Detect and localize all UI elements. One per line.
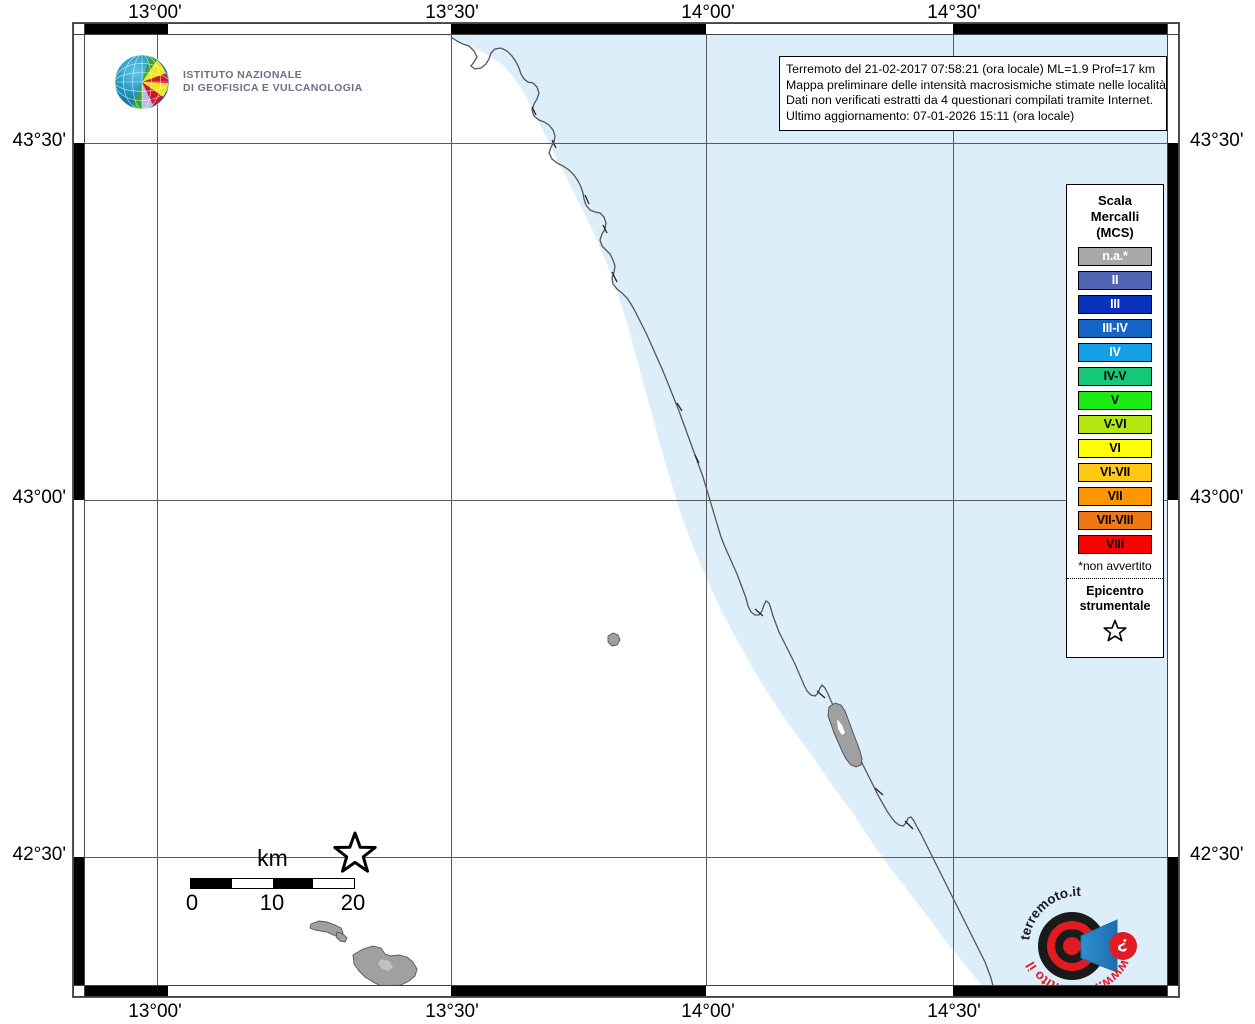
mcs-legend-title-line1: Scala: [1098, 193, 1132, 208]
map-border-tick: [85, 24, 168, 34]
haisentitoilterremoto-logo: ? terremoto.it www.haisentito il: [1013, 880, 1143, 987]
mcs-legend-swatch-vi: VI: [1078, 439, 1152, 458]
mcs-legend-swatch-viii: VIII: [1078, 535, 1152, 554]
gridline-horizontal-42-30: [85, 857, 1169, 858]
map-border-corner-tl: [73, 23, 85, 35]
scale-bar: km 0 10 20: [186, 845, 365, 916]
mcs-legend-title: Scala Mercalli (MCS): [1073, 193, 1157, 241]
map-border-tick: [451, 24, 706, 34]
axis-label-right-3: 42°30': [1190, 844, 1244, 865]
info-box-line-updated: Ultimo aggiornamento: 07-01-2026 15:11 (…: [786, 108, 1075, 123]
axis-label-left-2: 43°00': [12, 487, 67, 508]
axis-label-bottom-4: 14°30': [927, 1001, 981, 1022]
epicenter-legend-title: Epicentro strumentale: [1073, 584, 1157, 614]
map-border-tick: [1168, 857, 1178, 989]
ingv-logo-line2: DI GEOFISICA E VULCANOLOGIA: [183, 82, 363, 94]
map-border-tick: [953, 24, 1171, 34]
epicenter-legend-line1: Epicentro: [1086, 584, 1144, 598]
epicenter-star-icon: [333, 831, 377, 873]
mcs-legend-title-line2: Mercalli: [1090, 209, 1140, 224]
mcs-legend-title-line3: (MCS): [1096, 225, 1134, 240]
axis-label-left-1: 43°30': [12, 130, 67, 151]
map-border-tick: [451, 986, 706, 996]
mcs-legend-swatch-iii-iv: III-IV: [1078, 319, 1152, 338]
mcs-legend-footnote: *non avvertito: [1078, 559, 1152, 573]
mcs-legend-swatch-n-a-: n.a.*: [1078, 247, 1152, 266]
axis-label-bottom-1: 13°00': [128, 1001, 182, 1022]
mcs-legend-swatch-v: V: [1078, 391, 1152, 410]
scale-bar-tick-0: 0: [185, 890, 199, 915]
mcs-legend: Scala Mercalli (MCS) n.a.* II III III-IV IV I…: [1066, 184, 1164, 658]
map-border-tick: [74, 143, 84, 500]
ingv-logo: ISTITUTO NAZIONALE DI GEOFISICA E VULCAN…: [111, 51, 363, 113]
scale-bar-segment-4: [313, 879, 354, 888]
map-border-bottom: [84, 985, 1171, 997]
mcs-legend-swatch-v-vi: V-VI: [1078, 415, 1152, 434]
scale-bar-track: [190, 878, 355, 889]
mcs-legend-swatch-vii: VII: [1078, 487, 1152, 506]
map-border-corner-tr: [1167, 23, 1179, 35]
epicenter-legend-star-icon: [1073, 618, 1157, 649]
scale-bar-labels: 0 10 20: [186, 890, 365, 916]
map-border-tick: [85, 986, 168, 996]
epicenter-legend-line2: strumentale: [1079, 599, 1151, 613]
scale-bar-segment-1: [191, 879, 232, 888]
info-box-line-event: Terremoto del 21-02-2017 07:58:21 (ora l…: [786, 62, 1156, 76]
mcs-legend-swatch-list: n.a.* II III III-IV IV IV-V V V-VI VI VI-VII VII VI…: [1073, 247, 1157, 554]
scale-bar-unit-label: km: [257, 845, 288, 871]
axis-label-top-4: 14°30': [927, 2, 981, 23]
scale-bar-tick-20: 20: [340, 890, 366, 915]
ingv-globe-icon: [114, 54, 170, 110]
mcs-legend-divider: [1067, 578, 1163, 579]
map-border-corner-br: [1167, 985, 1179, 997]
epicenter-star-marker[interactable]: [332, 830, 378, 881]
map-border-tick: [953, 986, 1171, 996]
info-box-line-data: Dati non verificati estratti da 4 questi…: [786, 93, 1154, 108]
coastline-and-sea: [309, 35, 1169, 987]
mcs-legend-swatch-iii: III: [1078, 295, 1152, 314]
gridline-vertical-14-00: [706, 35, 707, 987]
info-box-line-map: Mappa preliminare delle intensità macros…: [786, 77, 1167, 92]
gridline-vertical-14-30: [953, 35, 954, 987]
mcs-legend-swatch-ii: II: [1078, 271, 1152, 290]
scale-bar-segment-2: [231, 879, 273, 888]
axis-label-right-2: 43°00': [1190, 487, 1244, 508]
map-plot-area[interactable]: ISTITUTO NAZIONALE DI GEOFISICA E VULCAN…: [84, 34, 1170, 988]
map-border-top: [84, 23, 1171, 35]
gridline-vertical-13-30: [451, 35, 452, 987]
mcs-legend-swatch-iv-v: IV-V: [1078, 367, 1152, 386]
axis-label-left-3: 42°30': [12, 844, 67, 865]
axis-label-top-1: 13°00': [128, 2, 182, 23]
map-border-tick: [74, 857, 84, 989]
axis-label-top-2: 13°30': [425, 2, 479, 23]
axis-label-right-1: 43°30': [1190, 130, 1244, 151]
axis-label-top-3: 14°00': [681, 2, 735, 23]
map-border-left: [73, 34, 85, 989]
mcs-legend-swatch-vii-viii: VII-VIII: [1078, 511, 1152, 530]
scale-bar-tick-10: 10: [259, 890, 285, 915]
axis-label-bottom-3: 14°00': [681, 1001, 735, 1022]
gridline-horizontal-43-30: [85, 143, 1169, 144]
ingv-logo-line1: ISTITUTO NAZIONALE: [183, 69, 303, 81]
map-border-tick: [1168, 143, 1178, 500]
info-box: Terremoto del 21-02-2017 07:58:21 (ora l…: [779, 56, 1167, 132]
map-border-corner-bl: [73, 985, 85, 997]
map-frame[interactable]: ISTITUTO NAZIONALE DI GEOFISICA E VULCAN…: [72, 22, 1180, 998]
axis-label-bottom-2: 13°30': [425, 1001, 479, 1022]
map-border-right: [1167, 34, 1179, 989]
gridline-vertical-13-00: [157, 35, 158, 987]
mcs-legend-swatch-vi-vii: VI-VII: [1078, 463, 1152, 482]
mcs-legend-swatch-iv: IV: [1078, 343, 1152, 362]
svg-text:?: ?: [1115, 934, 1131, 956]
ingv-logo-text: ISTITUTO NAZIONALE DI GEOFISICA E VULCAN…: [183, 69, 363, 95]
scale-bar-segment-3: [272, 879, 314, 888]
gridline-horizontal-43-00: [85, 500, 1169, 501]
